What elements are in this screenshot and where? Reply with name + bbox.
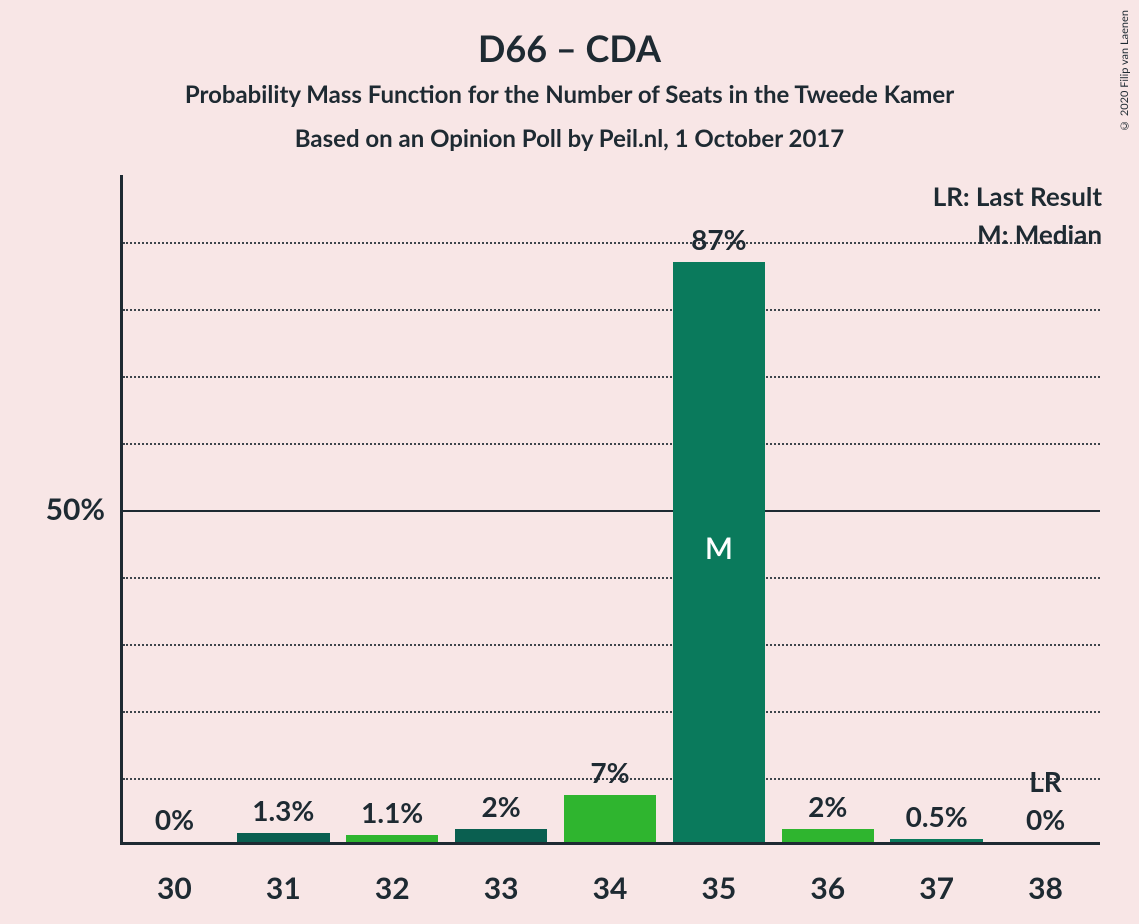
bar [890,839,983,842]
chart-title-sub1: Probability Mass Function for the Number… [0,80,1139,109]
chart-title-sub2: Based on an Opinion Poll by Peil.nl, 1 O… [0,124,1139,153]
gridline-minor [123,242,1100,244]
gridline-minor [123,309,1100,311]
bar [237,833,330,842]
x-axis-label: 30 [157,870,192,906]
legend-median: M: Median [977,218,1102,250]
bar-value-label: 0% [155,802,194,836]
bar-value-label: 2% [482,789,521,823]
gridline-minor [123,644,1100,646]
x-axis-label: 38 [1028,870,1063,906]
bar-value-label: 1.3% [252,793,314,827]
median-marker: M [705,530,733,566]
x-axis [120,842,1100,845]
bar [455,829,548,842]
x-axis-label: 34 [593,870,628,906]
gridline-major [123,510,1100,512]
legend-lr: LR: Last Result [933,180,1102,212]
x-axis-label: 35 [701,870,736,906]
gridline-minor [123,376,1100,378]
chart-title-main: D66 – CDA [0,26,1139,70]
bar [782,829,875,842]
x-axis-label: 36 [810,870,845,906]
bar [564,795,657,842]
bar-value-label: 2% [808,789,847,823]
x-axis-label: 32 [375,870,410,906]
y-axis-label: 50% [46,491,105,527]
bar-value-label: 0.5% [906,799,968,833]
last-result-marker: LR [1029,764,1062,798]
x-axis-label: 31 [266,870,301,906]
bar-value-label: 0% [1026,802,1065,836]
bar-value-label: 1.1% [361,795,423,829]
x-axis-label: 37 [919,870,954,906]
chart-container: © 2020 Filip van Laenen D66 – CDA Probab… [0,0,1139,924]
bar [346,835,439,842]
gridline-minor [123,443,1100,445]
bar-value-label: 7% [590,755,629,789]
plot-area: 0% 1.3% 1.1% 2% 7% 87% M 2% 0.5% 0% LR [120,175,1100,845]
gridline-minor [123,711,1100,713]
gridline-minor [123,577,1100,579]
bar-value-label: 87% [691,222,746,256]
x-axis-label: 33 [484,870,519,906]
